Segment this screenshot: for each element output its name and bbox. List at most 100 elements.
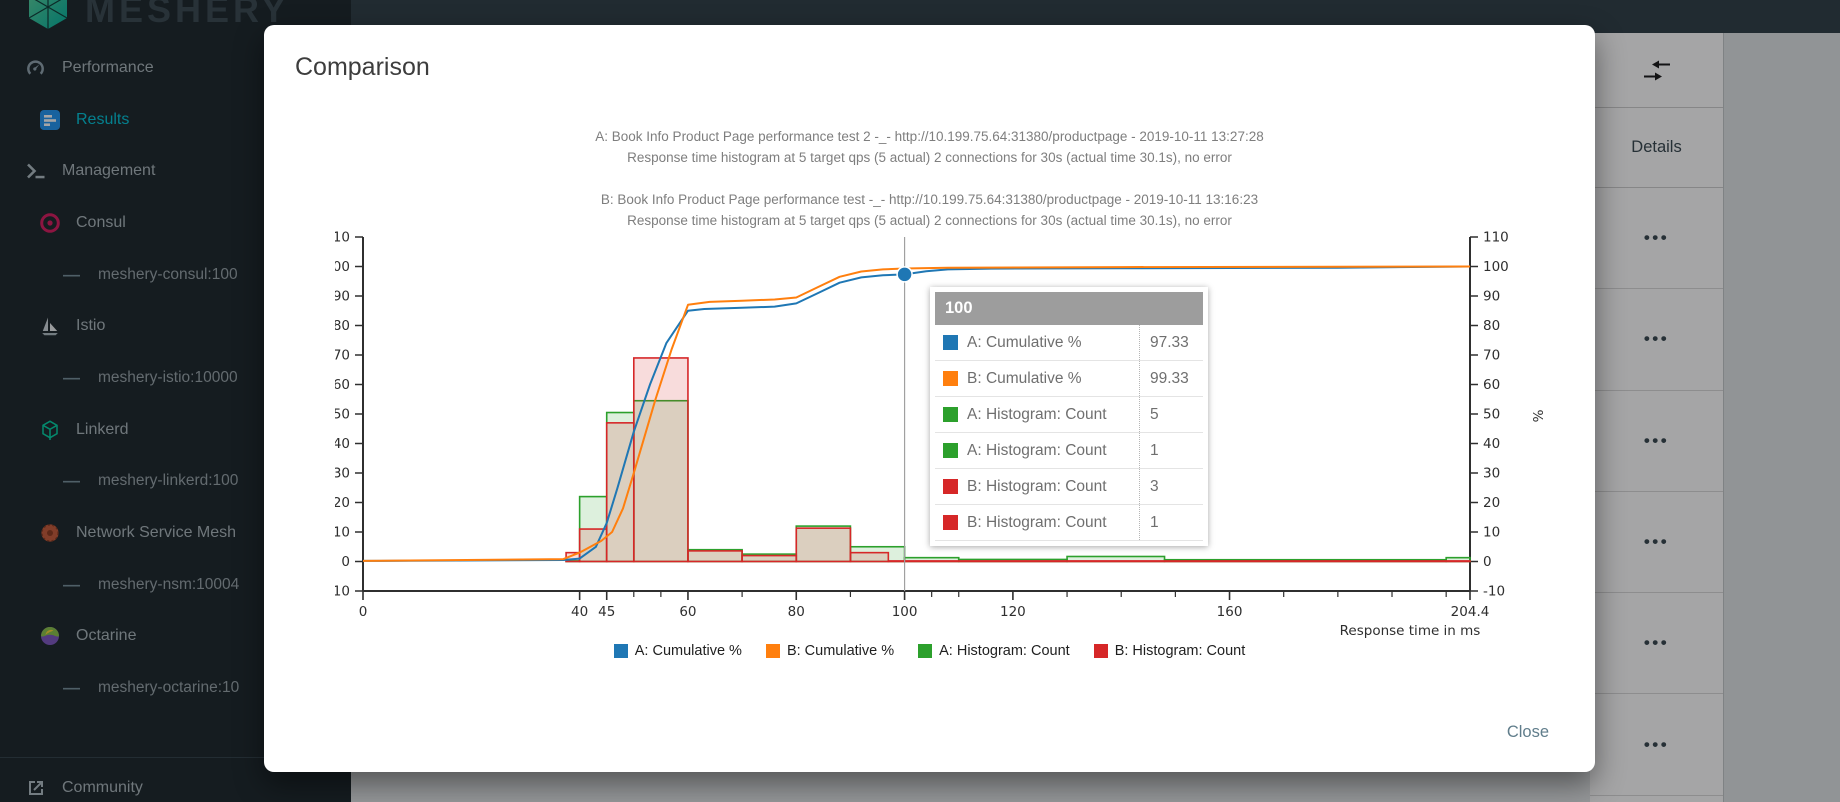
- table-row: •••: [1590, 492, 1723, 594]
- sidebar-item-label: Management: [62, 162, 156, 180]
- results-icon: [36, 109, 63, 131]
- row-actions-button[interactable]: •••: [1643, 430, 1670, 450]
- table-row: •••: [1590, 188, 1723, 290]
- chart-title-a: A: Book Info Product Page performance te…: [264, 126, 1595, 168]
- svg-text:80: 80: [1483, 318, 1500, 334]
- modal-title: Comparison: [295, 53, 430, 81]
- series-swatch: [943, 515, 958, 530]
- sidebar-item-meshery-consul-100[interactable]: — meshery-consul:100: [0, 249, 351, 301]
- sidebar-item-label: meshery-consul:100: [98, 265, 238, 283]
- row-actions-button[interactable]: •••: [1643, 633, 1670, 653]
- tooltip-series-label: B: Histogram: Count: [967, 477, 1107, 495]
- legend-item-a-cumulative[interactable]: A: Cumulative %: [613, 643, 742, 659]
- tooltip-row: A: Histogram: Count 5: [935, 397, 1203, 433]
- svg-text:90: 90: [335, 289, 350, 305]
- svg-text:120: 120: [1000, 604, 1026, 620]
- series-swatch: [943, 479, 958, 494]
- tooltip-series-label: A: Histogram: Count: [967, 405, 1107, 423]
- svg-text:0: 0: [1483, 554, 1492, 570]
- sidebar-item-network-service-mesh[interactable]: Network Service Mesh: [0, 507, 351, 559]
- page-background-strip: [1723, 33, 1840, 802]
- series-swatch: [943, 443, 958, 458]
- tooltip-series-label: A: Histogram: Count: [967, 441, 1107, 459]
- tooltip-rows: A: Cumulative % 97.33 B: Cumulative % 99.33…: [935, 325, 1203, 541]
- svg-text:20: 20: [335, 495, 350, 511]
- svg-text:0: 0: [359, 604, 368, 620]
- tooltip-series-value: 1: [1139, 433, 1203, 468]
- svg-text:45: 45: [598, 604, 615, 620]
- sidebar-item-label: meshery-linkerd:100: [98, 472, 239, 490]
- svg-text:60: 60: [335, 377, 350, 393]
- series-swatch: [943, 335, 958, 350]
- svg-text:60: 60: [1483, 377, 1500, 393]
- svg-text:%: %: [1531, 409, 1547, 422]
- chart-legend: A: Cumulative % B: Cumulative % A: Histogr…: [264, 643, 1595, 659]
- row-actions-button[interactable]: •••: [1643, 532, 1670, 552]
- sidebar-item-linkerd[interactable]: Linkerd: [0, 404, 351, 456]
- svg-text:100: 100: [335, 259, 350, 275]
- legend-swatch: [765, 644, 780, 658]
- sidebar-item-label: Linkerd: [76, 420, 129, 438]
- legend-label: A: Cumulative %: [634, 643, 742, 659]
- chart-title-b: B: Book Info Product Page performance te…: [264, 189, 1595, 231]
- svg-text:10: 10: [1483, 525, 1500, 541]
- sidebar-item-label: meshery-nsm:10004: [98, 575, 240, 593]
- sidebar-item-management[interactable]: Management: [0, 145, 351, 197]
- sidebar-nav: Performance Results Management Consul — meshe…: [0, 42, 351, 714]
- sidebar-item-istio[interactable]: Istio: [0, 300, 351, 352]
- svg-text:60: 60: [679, 604, 696, 620]
- sidebar-item-label: Network Service Mesh: [76, 524, 237, 542]
- sidebar-item-label: meshery-istio:10000: [98, 368, 238, 386]
- row-actions-button[interactable]: •••: [1643, 734, 1670, 754]
- tooltip-series-value: 97.33: [1139, 325, 1203, 360]
- collapse-icon[interactable]: [1643, 56, 1671, 84]
- speedometer-icon: [22, 56, 49, 79]
- consul-icon: [36, 212, 63, 234]
- legend-item-b-histogram-count[interactable]: B: Histogram: Count: [1093, 643, 1245, 659]
- chart-title-a-line2: Response time histogram at 5 target qps …: [627, 150, 1232, 165]
- svg-text:-10: -10: [335, 584, 350, 600]
- sidebar-item-consul[interactable]: Consul: [0, 197, 351, 249]
- sidebar-item-meshery-octarine-10[interactable]: — meshery-octarine:10: [0, 662, 351, 714]
- sidebar-item-performance[interactable]: Performance: [0, 42, 351, 94]
- meshery-wordmark: MESHERY: [85, 0, 290, 30]
- sidebar-item-meshery-nsm-10004[interactable]: — meshery-nsm:10004: [0, 559, 351, 611]
- octarine-icon: [36, 625, 63, 647]
- tooltip-row: B: Cumulative % 99.33: [935, 361, 1203, 397]
- sidebar-footer: Community: [0, 762, 351, 802]
- legend-swatch: [613, 644, 628, 658]
- meshery-logo[interactable]: MESHERY: [24, 0, 290, 36]
- svg-text:40: 40: [1483, 436, 1500, 452]
- sidebar-item-community[interactable]: Community: [0, 762, 351, 802]
- tooltip-header: 100: [935, 292, 1203, 325]
- sidebar-item-label: Performance: [62, 58, 154, 76]
- legend-item-b-cumulative[interactable]: B: Cumulative %: [765, 643, 894, 659]
- terminal-icon: [22, 160, 49, 182]
- svg-text:-10: -10: [1483, 584, 1505, 600]
- sidebar-item-label: meshery-octarine:10: [98, 679, 240, 697]
- sidebar-item-meshery-istio-10000[interactable]: — meshery-istio:10000: [0, 352, 351, 404]
- row-actions-button[interactable]: •••: [1643, 329, 1670, 349]
- svg-text:90: 90: [1483, 289, 1500, 305]
- sidebar-item-results[interactable]: Results: [0, 94, 351, 146]
- chart-title-b-line1: B: Book Info Product Page performance te…: [600, 192, 1259, 207]
- svg-text:30: 30: [335, 466, 350, 482]
- svg-text:100: 100: [892, 604, 918, 620]
- series-swatch: [943, 371, 958, 386]
- sidebar-item-label: Octarine: [76, 627, 137, 645]
- sidebar-item-octarine[interactable]: Octarine: [0, 611, 351, 663]
- svg-text:110: 110: [335, 230, 350, 246]
- svg-text:50: 50: [1483, 407, 1500, 423]
- legend-item-a-histogram-count[interactable]: A: Histogram: Count: [918, 643, 1070, 659]
- close-button[interactable]: Close: [1495, 715, 1561, 750]
- row-actions-button[interactable]: •••: [1643, 228, 1670, 248]
- hover-point-marker: [896, 266, 913, 283]
- dash-icon: —: [63, 264, 80, 284]
- svg-text:204.4: 204.4: [1451, 604, 1490, 620]
- tooltip-series-label: B: Cumulative %: [967, 369, 1082, 387]
- sidebar-divider: [0, 757, 351, 758]
- svg-text:20: 20: [1483, 495, 1500, 511]
- sidebar-item-meshery-linkerd-100[interactable]: — meshery-linkerd:100: [0, 456, 351, 508]
- svg-text:40: 40: [571, 604, 588, 620]
- tooltip-series-value: 5: [1139, 397, 1203, 432]
